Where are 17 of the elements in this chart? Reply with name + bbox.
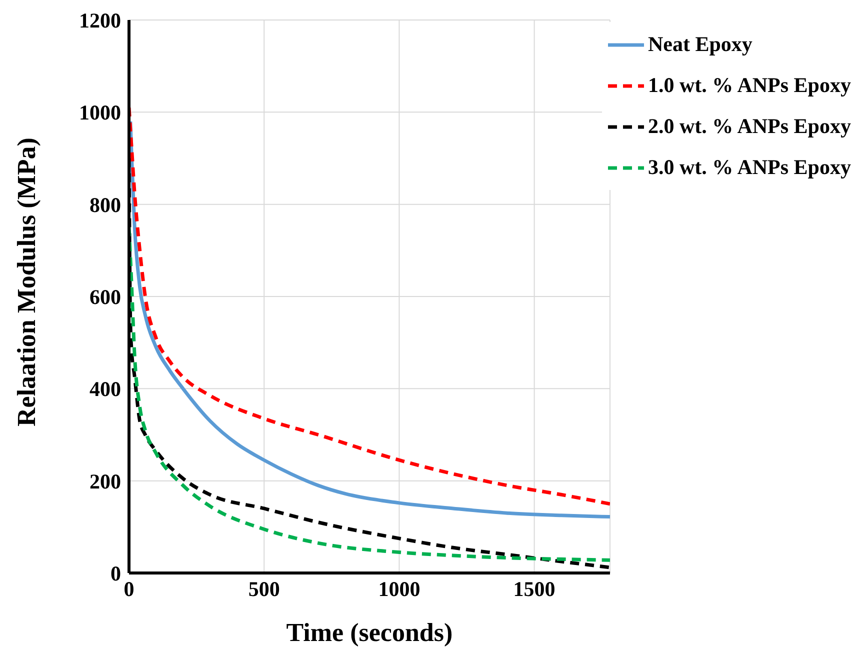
y-tick-label: 0 [110,561,121,586]
x-tick-label: 1000 [378,576,420,601]
y-tick-label: 200 [90,469,121,494]
x-tick-label: 500 [248,576,280,601]
x-tick-label: 1500 [513,576,556,601]
legend-label: 1.0 wt. % ANPs Epoxy [648,73,851,98]
y-tick-label: 800 [90,192,121,217]
line-series [129,226,610,562]
y-tick-label: 400 [90,377,121,402]
y-tick-label: 1000 [79,100,121,125]
y-tick-label: 1200 [79,8,121,32]
y-axis-title: Relaation Modulus (MPa) [12,138,42,426]
legend-label: 2.0 wt. % ANPs Epoxy [648,114,851,139]
x-axis-title: Time (seconds) [286,618,453,647]
y-tick-label: 600 [90,284,121,309]
legend-label: Neat Epoxy [648,32,752,57]
legend-label: 3.0 wt. % ANPs Epoxy [648,155,851,180]
